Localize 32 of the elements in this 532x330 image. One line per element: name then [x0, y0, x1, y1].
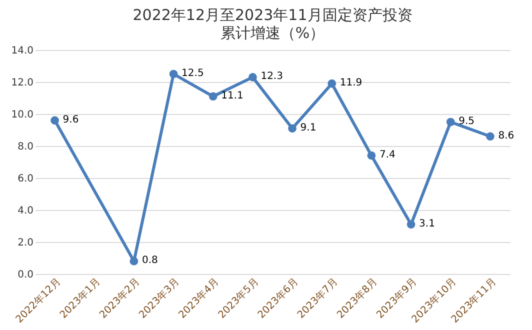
point	[50, 116, 59, 125]
data-label: 7.4	[379, 150, 396, 161]
y-tick-label: 4.0	[18, 206, 34, 216]
y-tick-label: 10.0	[11, 110, 34, 120]
data-label: 12.3	[260, 71, 283, 82]
point	[169, 70, 178, 78]
chart-subtitle: 累计增速（%）	[220, 24, 325, 42]
data-label: 0.8	[142, 255, 158, 266]
point	[130, 257, 138, 266]
point	[248, 73, 257, 82]
data-label: 9.1	[300, 122, 316, 134]
data-label: 9.5	[458, 116, 475, 127]
y-tick-label: 12.0	[11, 78, 34, 88]
data-label: 8.6	[498, 130, 514, 142]
data-label: 11.9	[340, 78, 362, 89]
y-tick-label: 6.0	[18, 174, 34, 184]
point	[406, 220, 416, 229]
point	[288, 124, 296, 133]
data-label: 3.1	[419, 218, 435, 230]
data-label: 12.5	[182, 68, 204, 79]
data-label: 9.6	[62, 114, 79, 126]
point	[486, 132, 494, 141]
point	[328, 79, 336, 88]
data-label: 11.1	[221, 90, 244, 102]
chart-title: 2022年12月至2023年11月固定资产投资	[132, 6, 412, 24]
point	[208, 92, 218, 101]
y-tick-label: 2.0	[18, 238, 34, 248]
y-tick-label: 8.0	[18, 142, 34, 152]
point	[446, 118, 455, 126]
y-tick-label: 14.0	[11, 46, 34, 56]
y-tick-label: 0.0	[18, 270, 34, 280]
point	[367, 151, 376, 160]
